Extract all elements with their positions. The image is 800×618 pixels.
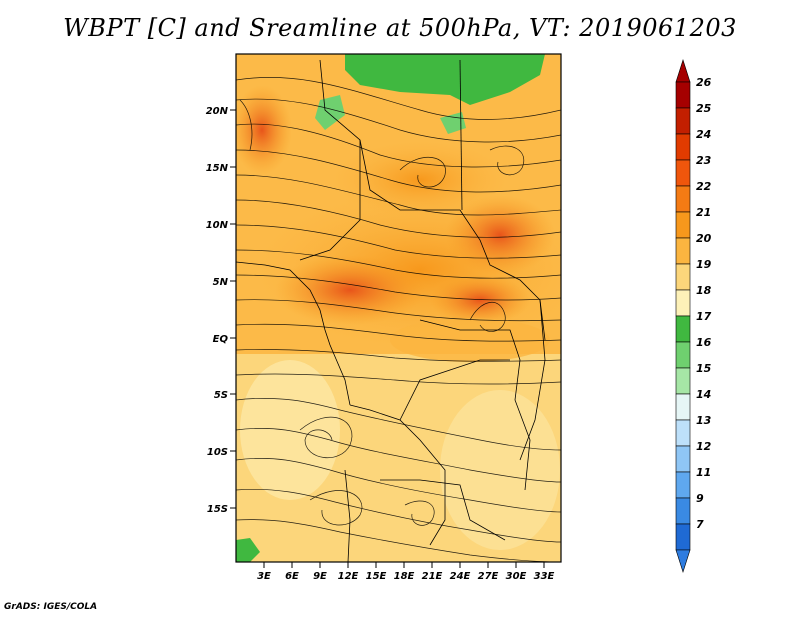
- colorbar-label: 14: [696, 388, 711, 401]
- colorbar-label: 20: [696, 232, 712, 245]
- colorbar-label: 16: [696, 336, 712, 349]
- lon-axis: 3E 6E 9E 12E 15E 18E 21E 24E 27E 30E 33E: [257, 562, 555, 582]
- lat-tick-label: 5S: [214, 390, 228, 401]
- wbpt-field: [236, 54, 561, 562]
- lat-tick-label: 10N: [206, 220, 229, 231]
- colorbar-label: 26: [696, 76, 712, 89]
- colorbar-swatch: [675, 393, 691, 421]
- colorbar-swatch: [675, 471, 691, 499]
- colorbar-swatch: [675, 81, 691, 109]
- colorbar-label: 19: [696, 258, 712, 271]
- colorbar-label: 12: [696, 440, 712, 453]
- lat-axis: 20N 15N 10N 5N EQ 5S 10S 15S: [206, 106, 236, 515]
- colorbar-swatch: [675, 523, 691, 551]
- colorbar-label: 25: [696, 102, 712, 115]
- colorbar-bottom-arrow: [675, 549, 691, 573]
- colorbar-swatch: [675, 497, 691, 525]
- colorbar-swatch: [675, 289, 691, 317]
- lon-tick-label: 21E: [422, 571, 443, 582]
- colorbar-label: 11: [696, 466, 711, 479]
- colorbar-swatch: [675, 185, 691, 213]
- colorbar-top-arrow: [675, 59, 691, 83]
- colorbar-label: 23: [696, 154, 712, 167]
- lon-tick-label: 12E: [338, 571, 359, 582]
- colorbar-swatch: [675, 341, 691, 369]
- map-frame: [235, 53, 562, 563]
- lat-tick-label: 10S: [207, 447, 228, 458]
- lon-tick-label: 6E: [285, 571, 299, 582]
- colorbar-label: 21: [696, 206, 711, 219]
- colorbar-swatch: [675, 159, 691, 187]
- lon-tick-label: 15E: [366, 571, 387, 582]
- grads-credit: GrADS: IGES/COLA: [4, 602, 98, 612]
- lat-tick-label: 20N: [206, 106, 229, 117]
- lat-tick-label: 15N: [206, 163, 229, 174]
- lon-tick-label: 3E: [257, 571, 271, 582]
- lat-tick-label: 15S: [207, 504, 228, 515]
- colorbar-swatch: [675, 315, 691, 343]
- lat-tick-label: 5N: [213, 277, 229, 288]
- streamlines: [236, 77, 561, 562]
- colorbar-swatch: [675, 263, 691, 291]
- colorbar-swatch: [675, 133, 691, 161]
- colorbar-swatch: [675, 419, 691, 447]
- colorbar-swatch: [675, 211, 691, 239]
- colorbar-swatch: [675, 237, 691, 265]
- colorbar-label: 15: [696, 362, 712, 375]
- lon-tick-label: 30E: [506, 571, 527, 582]
- lon-tick-label: 24E: [450, 571, 471, 582]
- lon-tick-label: 9E: [313, 571, 327, 582]
- colorbar-label: 7: [696, 518, 704, 531]
- lon-tick-label: 33E: [534, 571, 555, 582]
- colorbar-swatch: [675, 107, 691, 135]
- lon-tick-label: 27E: [478, 571, 499, 582]
- colorbar-label: 9: [696, 492, 704, 505]
- chart-title: WBPT [C] and Sreamline at 500hPa, VT: 20…: [63, 14, 737, 42]
- colorbar-label: 17: [696, 310, 712, 323]
- colorbar-label: 18: [696, 284, 712, 297]
- colorbar: 26 25 24 23 22 21 20 19 18 17 16 15 14 13 12 11 9 7: [675, 59, 712, 573]
- colorbar-label: 22: [696, 180, 712, 193]
- lon-tick-label: 18E: [394, 571, 415, 582]
- lat-tick-label: EQ: [213, 334, 229, 345]
- colorbar-swatch: [675, 367, 691, 395]
- colorbar-label: 13: [696, 414, 712, 427]
- colorbar-swatch: [675, 445, 691, 473]
- colorbar-label: 24: [696, 128, 711, 141]
